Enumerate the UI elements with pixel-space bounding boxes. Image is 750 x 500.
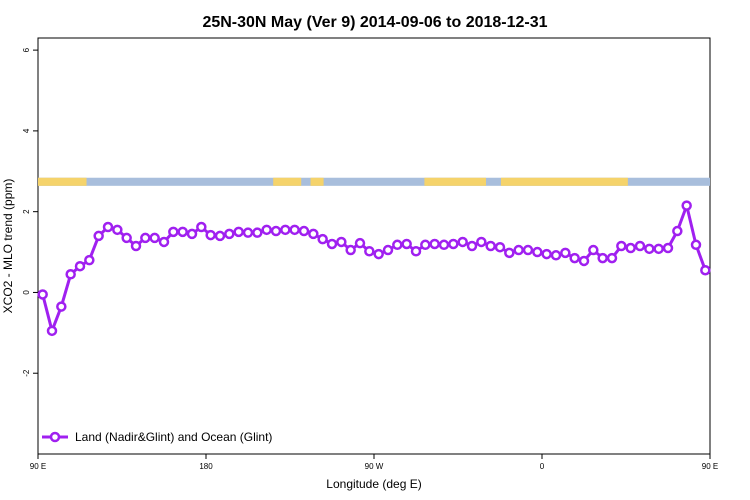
data-point [261,224,272,236]
x-tick-label: 90 E [30,462,46,471]
data-point [74,260,86,272]
data-point [653,243,664,255]
data-point [606,252,618,264]
data-point [448,238,459,250]
land-segment [310,177,324,186]
data-point [326,238,338,250]
data-point [289,224,300,236]
data-point [364,246,375,257]
data-point [224,228,235,240]
data-point [662,242,674,254]
data-point [214,230,226,242]
data-point [644,243,655,255]
data-point [494,241,506,253]
data-point [634,240,646,252]
land-ocean-band [38,177,710,186]
land-segment [424,177,486,186]
data-point [625,242,636,254]
data-point [93,230,104,242]
land-segment [273,177,302,186]
data-point [121,232,132,244]
data-point [476,236,487,248]
ocean-band [38,177,710,186]
data-point [392,239,403,251]
data-point [186,228,198,240]
data-point [457,236,468,248]
data-point [65,269,76,280]
data-point [569,252,580,264]
data-point [438,239,450,251]
y-tick-label: 4 [22,128,31,133]
data-point [233,226,244,238]
data-point [56,301,67,312]
data-point [522,244,534,256]
data-point [429,238,440,250]
data-point [298,225,310,237]
data-point [168,226,179,238]
data-point [550,250,562,261]
y-tick-label: -2 [22,369,31,377]
data-point [37,289,48,300]
x-tick-label: 0 [540,462,545,471]
x-tick-label: 90 E [702,462,718,471]
y-tick-label: 2 [22,209,31,214]
chart-title: 25N-30N May (Ver 9) 2014-09-06 to 2018-1… [202,14,547,31]
data-point [672,225,683,237]
data-point [242,227,254,238]
data-point [578,255,590,267]
data-point [345,244,356,256]
data-point [280,224,291,236]
data-point [130,240,142,252]
data-point [410,246,422,257]
series-line [41,204,707,333]
land-segment [38,177,87,186]
land-segment [500,177,628,186]
y-tick-label: 6 [22,47,31,52]
legend-marker-swatch [49,431,61,443]
data-point [102,221,114,233]
data-point [616,240,627,252]
data-point [513,244,524,256]
data-point [485,240,496,252]
data-point [205,229,216,241]
data-point [681,200,692,211]
data-point [541,248,552,260]
data-point [373,248,384,260]
data-point [420,239,431,251]
data-point [308,228,319,240]
x-tick-label: 180 [199,462,213,471]
legend-label: Land (Nadir&Glint) and Ocean (Glint) [75,430,272,444]
data-point [532,246,543,258]
data-point [336,236,347,248]
y-tick-label: 0 [22,290,31,295]
data-point [382,244,394,256]
y-axis-label: XCO2 - MLO trend (ppm) [1,179,15,314]
data-point [504,247,515,259]
data-point [690,239,702,251]
data-point [149,232,160,244]
data-point [700,264,711,276]
data-point [46,325,58,337]
data-point [317,233,328,245]
data-point [401,238,412,250]
data-point [252,227,263,238]
data-point [84,254,95,266]
axes: 90 E 180 90 W 0 90 E -2 0 2 4 6 [22,47,718,471]
x-axis-label: Longitude (deg E) [326,477,421,491]
data-point [140,232,151,244]
data-point [112,224,123,236]
data-point [177,226,188,238]
data-point [560,247,571,259]
data-point [196,221,207,233]
data-point [158,236,170,248]
data-point [270,225,282,237]
data-point [597,252,608,264]
data-point [354,237,366,249]
series-layer [37,200,711,337]
legend: Land (Nadir&Glint) and Ocean (Glint) [42,430,272,444]
x-tick-label: 90 W [365,462,384,471]
data-point [466,240,478,252]
data-point [588,244,599,256]
